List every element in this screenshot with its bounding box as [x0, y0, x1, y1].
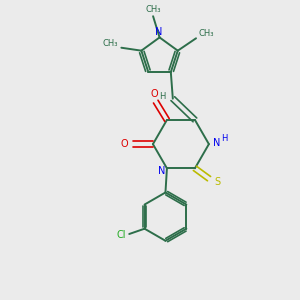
- Text: H: H: [221, 134, 227, 143]
- Text: CH₃: CH₃: [199, 29, 214, 38]
- Text: CH₃: CH₃: [102, 39, 118, 48]
- Text: O: O: [121, 139, 128, 149]
- Text: H: H: [159, 92, 166, 101]
- Text: N: N: [155, 27, 163, 37]
- Text: N: N: [158, 166, 165, 176]
- Text: O: O: [151, 89, 158, 99]
- Text: Cl: Cl: [116, 230, 126, 241]
- Text: S: S: [214, 177, 220, 187]
- Text: N: N: [213, 138, 221, 148]
- Text: CH₃: CH₃: [145, 5, 161, 14]
